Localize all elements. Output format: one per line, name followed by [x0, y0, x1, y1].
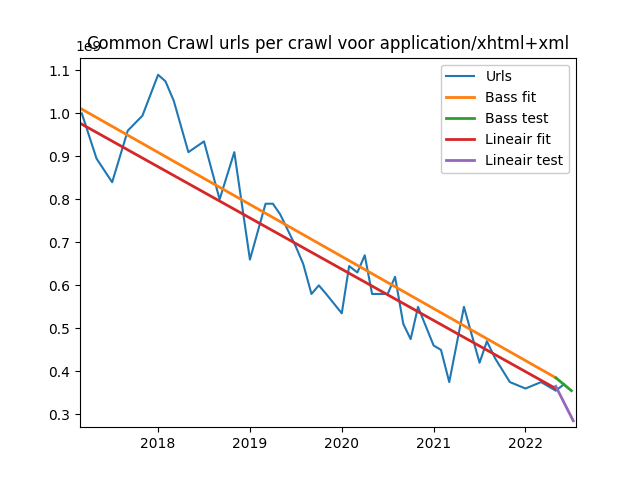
- Urls: [445, 379, 453, 385]
- Urls: [230, 149, 238, 155]
- Urls: [262, 201, 269, 206]
- Urls: [537, 379, 545, 385]
- Urls: [308, 291, 316, 297]
- Urls: [300, 261, 307, 267]
- Urls: [492, 356, 499, 361]
- Urls: [384, 291, 392, 297]
- Urls: [346, 263, 353, 269]
- Urls: [216, 196, 223, 202]
- Urls: [560, 381, 568, 387]
- Urls: [276, 212, 284, 217]
- Urls: [78, 110, 86, 116]
- Urls: [552, 388, 559, 394]
- Line: Lineair test: Lineair test: [556, 386, 573, 421]
- Urls: [361, 252, 369, 258]
- Line: Bass test: Bass test: [556, 378, 572, 391]
- Urls: [139, 113, 147, 119]
- Urls: [93, 156, 100, 161]
- Lineair test: [552, 384, 559, 389]
- Title: Common Crawl urls per crawl voor application/xhtml+xml: Common Crawl urls per crawl voor applica…: [87, 35, 569, 53]
- Urls: [407, 336, 415, 342]
- Urls: [315, 283, 323, 288]
- Urls: [437, 347, 445, 353]
- Lineair test: [570, 418, 577, 424]
- Urls: [108, 180, 116, 185]
- Line: Urls: Urls: [82, 75, 564, 391]
- Bass test: [568, 388, 575, 394]
- Urls: [170, 98, 177, 104]
- Urls: [184, 149, 192, 155]
- Bass test: [552, 375, 559, 381]
- Urls: [391, 274, 399, 280]
- Legend: Urls, Bass fit, Bass test, Lineair fit, Lineair test: Urls, Bass fit, Bass test, Lineair fit, …: [441, 64, 569, 173]
- Urls: [124, 128, 132, 133]
- Urls: [476, 360, 483, 366]
- Text: 1e9: 1e9: [75, 40, 101, 54]
- Urls: [338, 311, 346, 316]
- Urls: [483, 338, 491, 344]
- Urls: [246, 257, 254, 263]
- Urls: [161, 78, 169, 84]
- Urls: [460, 304, 468, 310]
- Urls: [154, 72, 162, 78]
- Urls: [323, 291, 330, 297]
- Urls: [399, 321, 407, 327]
- Urls: [200, 139, 208, 144]
- Urls: [414, 304, 422, 310]
- Urls: [522, 385, 529, 391]
- Urls: [353, 270, 361, 276]
- Urls: [368, 291, 376, 297]
- Urls: [269, 201, 276, 206]
- Urls: [506, 379, 514, 385]
- Urls: [292, 244, 300, 250]
- Urls: [430, 343, 438, 348]
